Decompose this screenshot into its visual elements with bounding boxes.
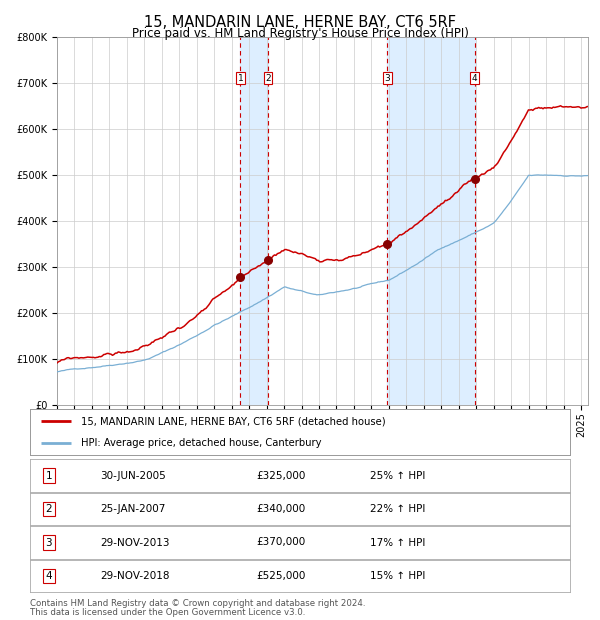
Text: 2: 2 bbox=[46, 504, 52, 514]
Text: 29-NOV-2018: 29-NOV-2018 bbox=[100, 571, 170, 581]
Text: 15, MANDARIN LANE, HERNE BAY, CT6 5RF (detached house): 15, MANDARIN LANE, HERNE BAY, CT6 5RF (d… bbox=[82, 416, 386, 426]
Text: This data is licensed under the Open Government Licence v3.0.: This data is licensed under the Open Gov… bbox=[30, 608, 305, 617]
Text: 22% ↑ HPI: 22% ↑ HPI bbox=[370, 504, 425, 514]
Text: 30-JUN-2005: 30-JUN-2005 bbox=[100, 471, 166, 480]
Bar bbox=[241, 37, 268, 405]
Text: Price paid vs. HM Land Registry's House Price Index (HPI): Price paid vs. HM Land Registry's House … bbox=[131, 27, 469, 40]
Text: £340,000: £340,000 bbox=[257, 504, 306, 514]
Text: HPI: Average price, detached house, Canterbury: HPI: Average price, detached house, Cant… bbox=[82, 438, 322, 448]
Text: 2: 2 bbox=[265, 74, 271, 82]
Text: 15, MANDARIN LANE, HERNE BAY, CT6 5RF: 15, MANDARIN LANE, HERNE BAY, CT6 5RF bbox=[144, 15, 456, 30]
Text: Contains HM Land Registry data © Crown copyright and database right 2024.: Contains HM Land Registry data © Crown c… bbox=[30, 599, 365, 608]
Text: 4: 4 bbox=[472, 74, 478, 82]
Text: 3: 3 bbox=[46, 538, 52, 547]
Text: £325,000: £325,000 bbox=[257, 471, 306, 480]
Text: 3: 3 bbox=[385, 74, 391, 82]
Text: £525,000: £525,000 bbox=[257, 571, 306, 581]
Text: 25% ↑ HPI: 25% ↑ HPI bbox=[370, 471, 425, 480]
Text: 29-NOV-2013: 29-NOV-2013 bbox=[100, 538, 170, 547]
Text: 17% ↑ HPI: 17% ↑ HPI bbox=[370, 538, 425, 547]
Text: 1: 1 bbox=[238, 74, 243, 82]
Text: 25-JAN-2007: 25-JAN-2007 bbox=[100, 504, 166, 514]
Text: 15% ↑ HPI: 15% ↑ HPI bbox=[370, 571, 425, 581]
Bar bbox=[388, 37, 475, 405]
Text: £370,000: £370,000 bbox=[257, 538, 306, 547]
Text: 4: 4 bbox=[46, 571, 52, 581]
Text: 1: 1 bbox=[46, 471, 52, 480]
